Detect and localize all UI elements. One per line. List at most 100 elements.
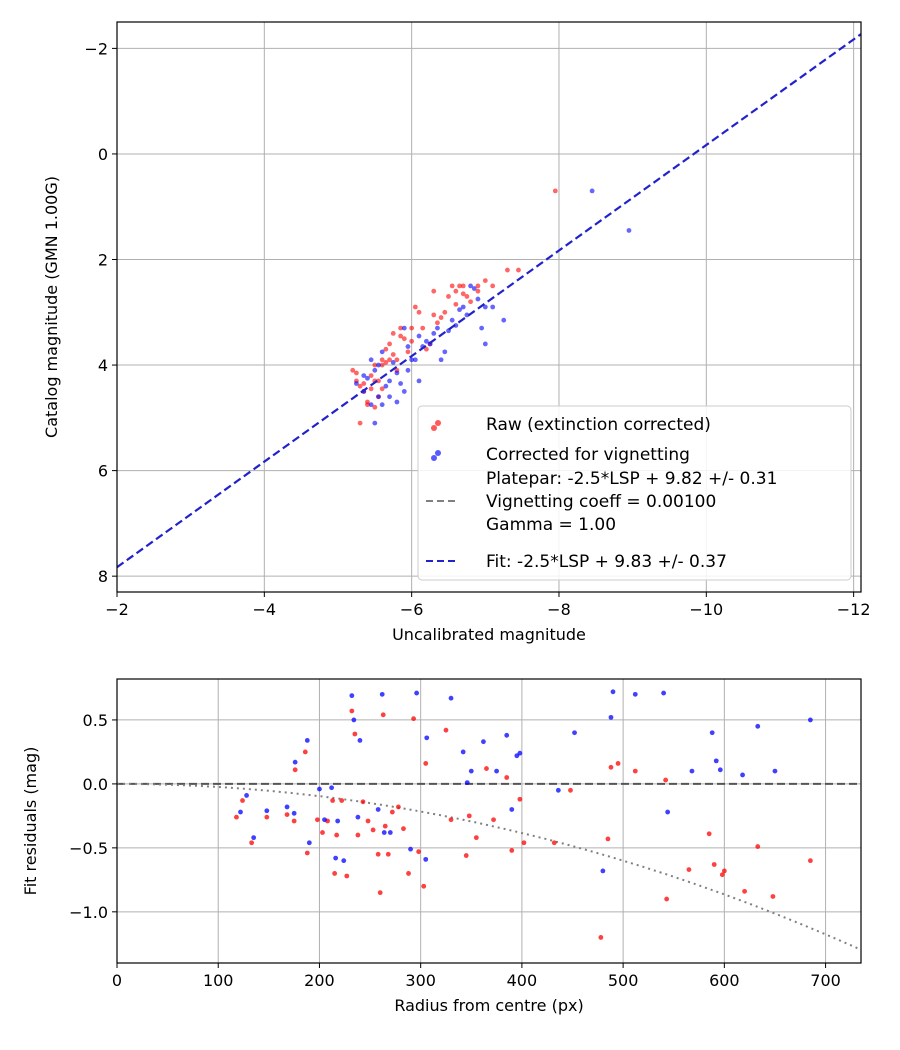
data-point xyxy=(490,283,496,289)
data-point xyxy=(466,813,472,819)
data-point xyxy=(291,810,297,816)
data-point xyxy=(589,188,595,194)
data-point xyxy=(471,286,477,291)
plot-frame xyxy=(116,21,862,593)
data-point xyxy=(481,739,486,745)
data-point xyxy=(431,288,437,294)
data-point xyxy=(448,695,454,701)
data-point xyxy=(521,840,527,846)
data-point xyxy=(460,304,466,310)
data-point xyxy=(409,338,415,344)
legend-label: Raw (extinction corrected) xyxy=(486,415,711,435)
y-axis-label: Catalog magnitude (GMN 1.00G) xyxy=(42,176,61,438)
data-point xyxy=(509,848,515,853)
data-point xyxy=(405,367,411,373)
data-point xyxy=(416,333,422,339)
data-point xyxy=(368,386,374,392)
y-tick-label: −2 xyxy=(84,39,108,58)
data-point xyxy=(361,381,367,386)
data-point xyxy=(368,373,374,379)
data-point xyxy=(423,338,429,344)
data-point xyxy=(352,731,358,737)
data-point xyxy=(598,935,604,940)
legend-label: Gamma = 1.00 xyxy=(486,515,616,535)
data-point xyxy=(405,349,411,355)
data-point xyxy=(360,799,366,805)
data-point xyxy=(713,758,719,764)
data-point xyxy=(449,317,455,323)
data-point xyxy=(509,807,515,812)
data-point xyxy=(482,341,488,347)
data-point xyxy=(390,352,396,357)
data-point xyxy=(468,299,473,305)
x-tick-label: −12 xyxy=(837,600,871,619)
data-point xyxy=(505,267,510,273)
data-point xyxy=(401,826,406,832)
data-point xyxy=(460,749,466,755)
y-axis-label: Fit residuals (mag) xyxy=(21,747,40,896)
data-point xyxy=(349,693,355,699)
data-point xyxy=(361,373,367,379)
data-point xyxy=(807,717,813,723)
legend-box xyxy=(417,405,852,581)
data-point xyxy=(412,357,418,363)
data-point xyxy=(504,775,510,780)
data-point xyxy=(383,346,389,352)
data-point xyxy=(302,749,308,755)
data-point xyxy=(357,738,363,743)
data-point xyxy=(416,378,422,384)
data-point xyxy=(632,691,638,697)
fit-line xyxy=(117,33,861,569)
data-point xyxy=(304,850,310,856)
y-tick-label: 0.5 xyxy=(83,711,108,730)
data-point xyxy=(409,325,415,331)
data-point xyxy=(355,814,361,820)
x-tick-label: 0 xyxy=(112,971,122,990)
x-tick-label: −2 xyxy=(105,600,129,619)
data-point xyxy=(238,809,243,815)
data-point xyxy=(292,767,298,773)
data-point xyxy=(330,798,336,803)
x-tick-label: 300 xyxy=(405,971,436,990)
data-point xyxy=(568,787,573,793)
data-point xyxy=(457,307,462,313)
data-point xyxy=(464,780,470,786)
data-point xyxy=(401,336,407,342)
data-point xyxy=(372,404,378,410)
data-point xyxy=(755,723,761,729)
legend-label: Vignetting coeff = 0.00100 xyxy=(486,492,716,512)
data-point xyxy=(315,817,320,823)
data-point xyxy=(304,738,310,743)
data-point xyxy=(284,804,290,810)
legend-label: Corrected for vignetting xyxy=(486,445,690,465)
y-tick-label: 2 xyxy=(98,251,108,270)
data-point xyxy=(380,712,386,718)
data-point xyxy=(355,832,361,838)
data-point xyxy=(381,830,387,835)
data-point xyxy=(435,325,440,331)
y-tick-label: 8 xyxy=(98,567,108,586)
data-point xyxy=(394,399,400,405)
data-point xyxy=(475,288,481,294)
data-point xyxy=(387,357,392,363)
data-point xyxy=(365,402,370,408)
residuals-plot: 0 100 200 300 400 500 600 700 −1.0 −0.5 0.0 0.5 Radi… xyxy=(21,678,862,1015)
data-point xyxy=(463,853,469,858)
plot-content xyxy=(117,689,861,951)
data-point xyxy=(264,808,270,814)
data-point xyxy=(610,689,616,695)
data-point xyxy=(376,378,381,384)
x-tick-label: 100 xyxy=(203,971,234,990)
data-point xyxy=(379,349,385,355)
data-point xyxy=(354,381,359,386)
data-point xyxy=(396,804,401,810)
data-point xyxy=(742,888,747,894)
data-point xyxy=(333,855,339,861)
data-point xyxy=(375,851,381,857)
data-point xyxy=(339,798,345,803)
plot-frame xyxy=(116,678,862,964)
calibration-plot: −2 −4 −6 −8 −10 −12 −2 0 2 4 6 8 Uncalibrated magnit… xyxy=(42,21,871,644)
data-point xyxy=(491,817,496,823)
data-point xyxy=(443,727,449,733)
data-point xyxy=(375,807,381,812)
